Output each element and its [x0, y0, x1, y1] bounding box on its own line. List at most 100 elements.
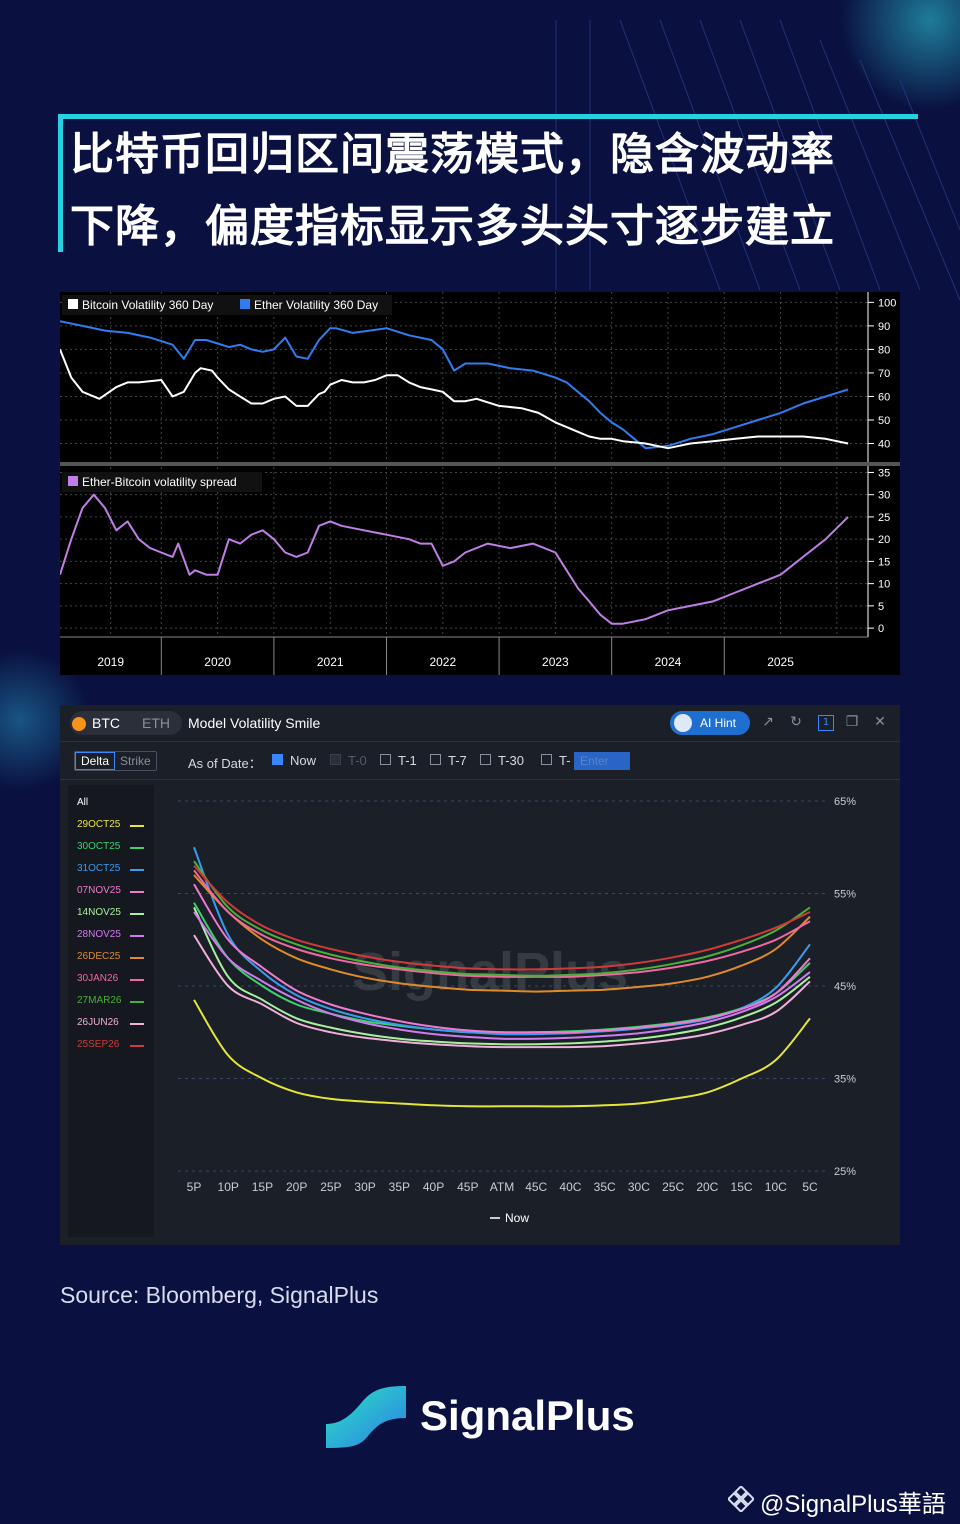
- ai-hint-button[interactable]: AI Hint: [670, 711, 750, 735]
- legend-swatch: [130, 847, 144, 849]
- smile-x-tick: 5P: [187, 1180, 202, 1194]
- t30-checkbox[interactable]: [480, 754, 491, 765]
- bloomberg-chart-panel: 100 90 80 70 60 50 40 35 30 25 20 15 10 5 0 2019 2020 202…: [60, 292, 900, 675]
- strike-option[interactable]: Strike: [120, 754, 151, 768]
- eth-vol-line: [60, 320, 849, 450]
- legend-all[interactable]: All: [77, 797, 89, 808]
- x-tick-label: 2020: [204, 655, 231, 669]
- ai-hint-label: AI Hint: [700, 716, 737, 730]
- y-tick-label: 90: [878, 321, 890, 333]
- smile-x-tick: 30P: [354, 1180, 375, 1194]
- tab-eth[interactable]: ETH: [142, 715, 170, 731]
- t1-checkbox[interactable]: [380, 754, 391, 765]
- t0-checkbox[interactable]: [330, 754, 341, 765]
- legend-item-26jun26[interactable]: 26JUN26: [77, 1017, 119, 1028]
- smile-curve-26jun26[interactable]: [193, 934, 811, 1049]
- y-tick-label: 70: [878, 368, 890, 380]
- smile-curve-28nov25[interactable]: [193, 911, 811, 1040]
- volatility-smile-widget: BTC ETH Model Volatility Smile AI Hint ↗…: [60, 705, 900, 1245]
- tab-btc[interactable]: BTC: [92, 715, 120, 731]
- t-custom-checkbox[interactable]: [541, 754, 552, 765]
- smile-x-tick: 5C: [802, 1180, 818, 1194]
- asset-switch[interactable]: [70, 711, 182, 735]
- btc-vol-line: [60, 349, 849, 450]
- legend-swatch: [130, 891, 144, 893]
- smile-curve-27mar26[interactable]: [193, 860, 811, 977]
- smile-x-tick: 25C: [662, 1180, 684, 1194]
- headline-line-2: 下降，偏度指标显示多头头寸逐步建立: [70, 201, 835, 252]
- legend-swatch: [130, 935, 144, 937]
- smile-x-tick: 40C: [559, 1180, 581, 1194]
- spread-line: [60, 493, 849, 625]
- layout-badge[interactable]: 1: [818, 715, 834, 731]
- y-tick-label: 40: [878, 439, 890, 451]
- legend-item-25sep26[interactable]: 25SEP26: [77, 1039, 120, 1050]
- legend-swatch: [130, 825, 144, 827]
- t-custom-label: T-: [559, 753, 571, 768]
- signalplus-logo-icon: [326, 1386, 406, 1448]
- legend-swatch: [130, 1045, 144, 1047]
- copy-icon[interactable]: ❐: [845, 714, 859, 730]
- smile-curve-07nov25[interactable]: [193, 883, 811, 1034]
- close-icon[interactable]: ✕: [874, 714, 886, 730]
- smile-x-tick: 30C: [628, 1180, 650, 1194]
- legend-eth-vol-swatch: [240, 299, 250, 309]
- y-tick-label: 60: [878, 391, 890, 403]
- delta-option[interactable]: Delta: [75, 752, 116, 770]
- legend-item-31oct25[interactable]: 31OCT25: [77, 863, 121, 874]
- smile-y-tick: 25%: [834, 1166, 856, 1178]
- legend-swatch: [130, 957, 144, 959]
- t30-label: T-30: [498, 753, 525, 768]
- y-tick-label: 80: [878, 344, 890, 356]
- source-note: Source: Bloomberg, SignalPlus: [60, 1282, 379, 1308]
- days-input[interactable]: Enter: [574, 752, 630, 770]
- legend-item-07nov25[interactable]: 07NOV25: [77, 885, 121, 896]
- smile-x-tick: 15P: [252, 1180, 273, 1194]
- smile-x-tick: ATM: [490, 1180, 514, 1194]
- smile-curve-29oct25[interactable]: [193, 999, 811, 1108]
- now-checkbox[interactable]: [272, 754, 283, 765]
- widget-title: Model Volatility Smile: [188, 715, 321, 731]
- legend-item-28nov25[interactable]: 28NOV25: [77, 929, 121, 940]
- smile-y-tick: 45%: [834, 981, 856, 993]
- x-tick-label: 2021: [317, 655, 344, 669]
- y-tick-label: 15: [878, 556, 890, 568]
- legend-swatch: [130, 979, 144, 981]
- legend-btc-vol: Bitcoin Volatility 360 Day: [82, 298, 213, 312]
- y-tick-label: 10: [878, 579, 890, 591]
- smile-curve-14nov25[interactable]: [193, 906, 811, 1046]
- brand-name: SignalPlus: [420, 1392, 635, 1439]
- x-tick-label: 2019: [97, 655, 124, 669]
- smile-curve-30jan26[interactable]: [193, 869, 811, 978]
- y-tick-label: 50: [878, 415, 890, 427]
- x-tick-label: 2023: [542, 655, 569, 669]
- smile-y-tick: 35%: [834, 1074, 856, 1086]
- t7-checkbox[interactable]: [430, 754, 441, 765]
- t7-label: T-7: [448, 753, 467, 768]
- bottom-legend-bg: [62, 472, 262, 492]
- smile-curve-26dec25[interactable]: [193, 874, 811, 993]
- x-tick-label: 2024: [655, 655, 682, 669]
- smile-curve-25sep26[interactable]: [193, 865, 811, 971]
- x-tick-label: 2025: [767, 655, 794, 669]
- smile-x-tick: 20C: [696, 1180, 718, 1194]
- legend-item-29oct25[interactable]: 29OCT25: [77, 819, 121, 830]
- now-legend-label: Now: [505, 1211, 529, 1225]
- smile-toolbar: BTC ETH Model Volatility Smile AI Hint ↗…: [60, 705, 900, 742]
- legend-item-30oct25[interactable]: 30OCT25: [77, 841, 121, 852]
- external-link-icon[interactable]: ↗: [762, 714, 774, 730]
- legend-item-14nov25[interactable]: 14NOV25: [77, 907, 121, 918]
- smile-x-tick: 35C: [594, 1180, 616, 1194]
- smile-x-tick: 10C: [765, 1180, 787, 1194]
- refresh-icon[interactable]: ↻: [790, 714, 802, 730]
- expiry-legend: All 29OCT25 30OCT25 31OCT25 07NOV25 14NOV25 2…: [68, 785, 154, 1237]
- smile-y-tick: 55%: [834, 889, 856, 901]
- legend-item-27mar26[interactable]: 27MAR26: [77, 995, 122, 1006]
- legend-swatch: [130, 913, 144, 915]
- legend-swatch: [130, 1023, 144, 1025]
- legend-item-26dec25[interactable]: 26DEC25: [77, 951, 121, 962]
- smile-x-tick: 15C: [731, 1180, 753, 1194]
- delta-strike-toggle: Delta Strike: [74, 751, 157, 771]
- legend-item-30jan26[interactable]: 30JAN26: [77, 973, 119, 984]
